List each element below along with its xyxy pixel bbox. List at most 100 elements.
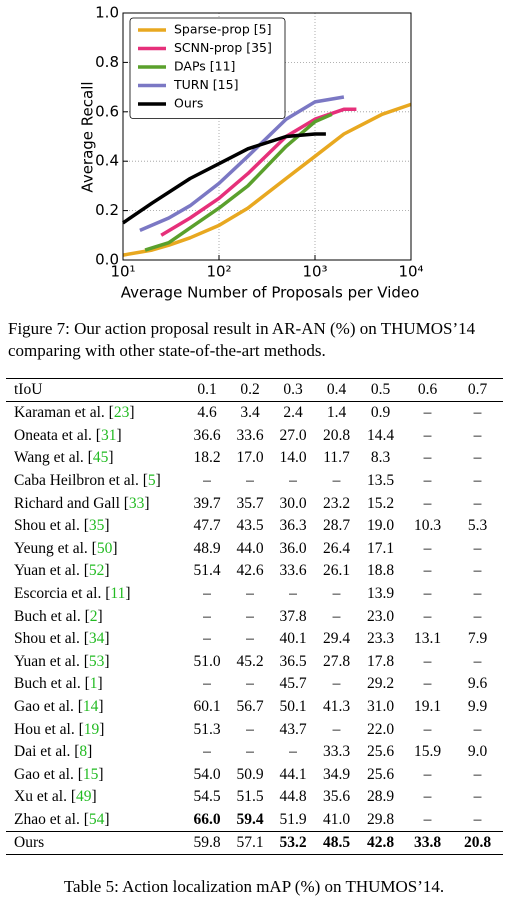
- table-cell: 28.7: [322, 517, 351, 535]
- table-cell: –: [203, 607, 211, 625]
- table-cell: 44.8: [279, 788, 307, 806]
- table-cell: –: [473, 765, 482, 783]
- y-tick-label: 0.8: [95, 53, 119, 71]
- legend-label: TURN [15]: [173, 77, 238, 92]
- table-cell: 18.8: [366, 562, 395, 580]
- table-cell: –: [289, 472, 297, 490]
- table-cell: –: [423, 426, 432, 444]
- table-cell: –: [246, 607, 254, 625]
- table-cell: –: [473, 449, 482, 467]
- legend-box: [129, 17, 286, 119]
- table-cell: 14.0: [279, 449, 307, 467]
- table-row: Dai et al. [8] – – – 33.3 25.6 15.9 9.0: [6, 741, 503, 764]
- table-cell: –: [473, 720, 482, 738]
- table-cell: Richard and Gall [33]: [14, 494, 150, 512]
- table-cell: –: [332, 607, 341, 625]
- table-cell: 29.2: [366, 675, 395, 693]
- table-cell: 13.5: [366, 472, 395, 490]
- table-cell: 25.6: [366, 765, 395, 783]
- table-cell: 50.1: [279, 698, 307, 716]
- table-cell: 8.3: [370, 449, 391, 467]
- table-cell: –: [473, 652, 482, 670]
- y-tick-label: 0.4: [95, 152, 119, 170]
- table-cell: 26.1: [322, 562, 351, 580]
- table-cell: 34.9: [322, 765, 351, 783]
- table-cell: 23.0: [366, 607, 395, 625]
- table-cell: 19.1: [413, 698, 442, 716]
- table-cell: –: [332, 675, 341, 693]
- table-cell: –: [423, 494, 432, 512]
- series-line: [144, 112, 333, 252]
- table-cell: 44.0: [236, 539, 264, 557]
- table-cell: 35.6: [322, 788, 351, 806]
- table-cell: –: [332, 720, 341, 738]
- table-cell: 44.1: [279, 765, 307, 783]
- table-cell: 60.1: [193, 698, 221, 716]
- table-cell: 15.9: [413, 743, 442, 761]
- table-cell: Escorcia et al. [11]: [14, 585, 131, 603]
- table-cell: 15.2: [366, 494, 395, 512]
- y-axis-label: Average Recall: [79, 81, 97, 192]
- legend-label: Sparse-prop [5]: [174, 22, 271, 37]
- table-cell: 48.9: [193, 539, 221, 557]
- table-cell: 27.0: [279, 426, 307, 444]
- table-cell: –: [473, 472, 482, 490]
- table-cell: –: [423, 472, 432, 490]
- table-cell: Caba Heilbron et al. [5]: [14, 472, 161, 490]
- table-row: Caba Heilbron et al. [5] – – – – 13.5 – –: [6, 470, 503, 493]
- table-cell: –: [246, 585, 254, 603]
- table-cell: –: [423, 607, 432, 625]
- table-cell: –: [203, 472, 211, 490]
- header-cell: tIoU: [6, 378, 185, 402]
- table-cell: 22.0: [366, 720, 395, 738]
- table-cell: 4.6: [197, 404, 217, 422]
- table-cell: 9.0: [467, 743, 488, 761]
- table-caption: Table 5: Action localization mAP (%) on …: [63, 877, 445, 896]
- table-cell: 23.2: [322, 494, 351, 512]
- table-cell: 19.0: [366, 517, 395, 535]
- header-cell: 0.2: [229, 378, 271, 402]
- table-cell: 45.7: [279, 675, 307, 693]
- table-row: Yuan et al. [52] 51.4 42.6 33.6 26.1 18.8 – –: [6, 560, 503, 583]
- table-row: Zhao et al. [54] 66.0 59.4 51.9 41.0 29.8 – –: [6, 809, 503, 832]
- table-cell: –: [423, 765, 432, 783]
- table-cell: Yeung et al. [50]: [14, 539, 118, 557]
- legend-label: SCNN-prop [35]: [174, 40, 272, 55]
- table-cell: –: [423, 404, 432, 422]
- table-cell: 39.7: [193, 494, 221, 512]
- table-cell: 9.9: [467, 698, 488, 716]
- header-cell: 42.8: [358, 831, 403, 856]
- table-cell: Yuan et al. [52]: [14, 562, 110, 580]
- header-cell: 0.3: [271, 378, 315, 402]
- table-cell: Wang et al. [45]: [14, 449, 114, 467]
- table-row: Shou et al. [34] – – 40.1 29.4 23.3 13.1 7.9: [6, 628, 503, 651]
- table-cell: 43.7: [279, 720, 307, 738]
- table-row: Buch et al. [1] – – 45.7 – 29.2 – 9.6: [6, 673, 503, 696]
- table-cell: –: [473, 539, 482, 557]
- table-cell: –: [473, 585, 482, 603]
- header-cell: 48.5: [315, 831, 358, 856]
- table-cell: –: [423, 675, 432, 693]
- table-cell: Buch et al. [1]: [14, 675, 103, 693]
- table-cell: –: [423, 652, 432, 670]
- table-cell: –: [473, 404, 482, 422]
- table-cell: –: [473, 562, 482, 580]
- table-cell: 9.6: [467, 675, 488, 693]
- table-cell: –: [473, 426, 482, 444]
- table-cell: 2.4: [283, 404, 303, 422]
- table-cell: 28.9: [366, 788, 395, 806]
- table-cell: 41.3: [322, 698, 351, 716]
- table-cell: 13.1: [413, 630, 442, 648]
- table-cell: –: [423, 449, 432, 467]
- plot-frame: [122, 12, 412, 261]
- table-cell: –: [423, 539, 432, 557]
- y-tick-label: 0.6: [95, 102, 119, 120]
- series-line: [122, 102, 412, 257]
- table-cell: 0.9: [370, 404, 391, 422]
- table-row: Wang et al. [45] 18.2 17.0 14.0 11.7 8.3 – –: [6, 447, 503, 470]
- table-cell: Gao et al. [14]: [14, 698, 104, 716]
- table-cell: 10.3: [413, 517, 442, 535]
- table-cell: –: [332, 585, 341, 603]
- table-cell: –: [473, 810, 482, 828]
